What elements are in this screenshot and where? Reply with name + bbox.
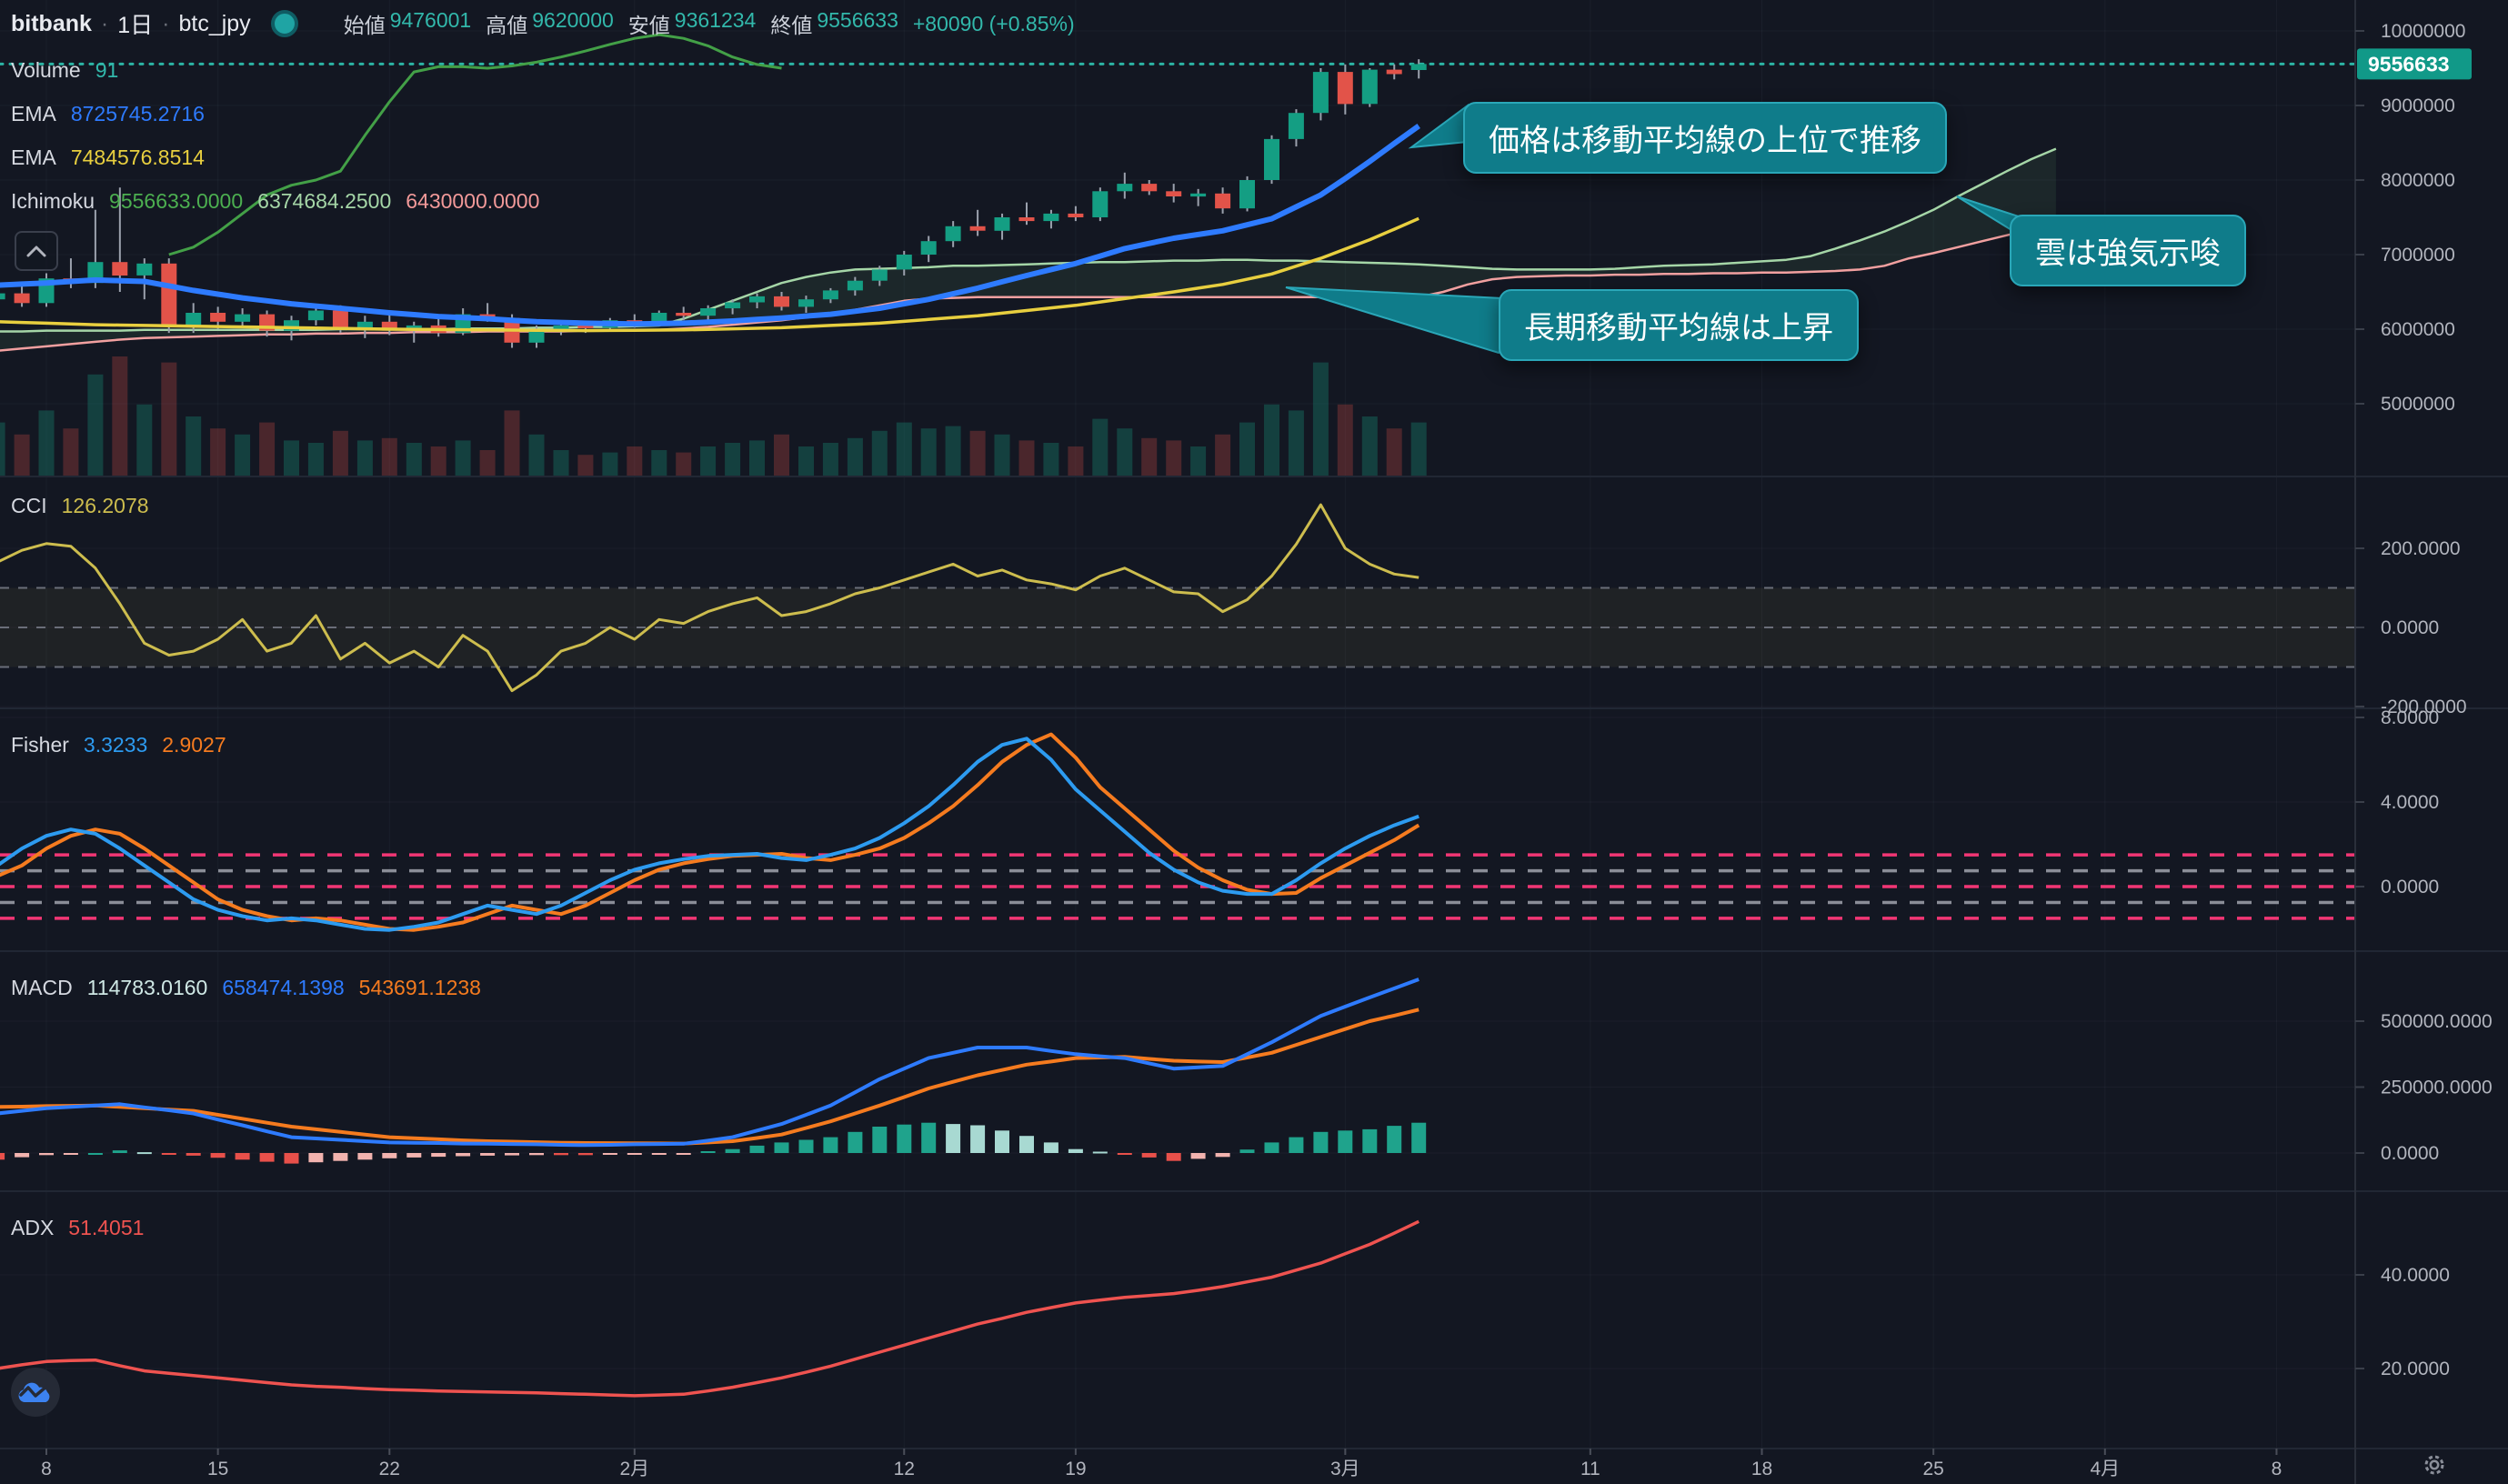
- volume-indicator-label[interactable]: Volume: [11, 58, 81, 82]
- fisher-value-2: 2.9027: [162, 733, 226, 757]
- svg-text:40.0000: 40.0000: [2381, 1265, 2450, 1286]
- svg-text:250000.0000: 250000.0000: [2381, 1078, 2493, 1098]
- cci-indicator-label[interactable]: CCI: [11, 494, 47, 517]
- svg-text:4.0000: 4.0000: [2381, 792, 2439, 813]
- svg-text:8: 8: [2272, 1459, 2282, 1479]
- svg-text:2月: 2月: [619, 1459, 649, 1479]
- pair-name[interactable]: btc_jpy: [178, 10, 251, 36]
- ema-slow-indicator-label[interactable]: EMA: [11, 145, 56, 169]
- svg-text:25: 25: [1922, 1459, 1943, 1479]
- fisher-indicator-label[interactable]: Fisher: [11, 733, 69, 757]
- ichimoku-indicator-label[interactable]: Ichimoku: [11, 189, 95, 213]
- macd-hist-value: 114783.0160: [86, 976, 208, 999]
- svg-text:10000000: 10000000: [2381, 21, 2465, 42]
- svg-text:7000000: 7000000: [2381, 245, 2455, 266]
- adx-indicator-label[interactable]: ADX: [11, 1216, 55, 1239]
- svg-text:9000000: 9000000: [2381, 95, 2455, 116]
- open-label: 始値: [343, 14, 386, 37]
- ema-fast-value: 8725745.2716: [70, 102, 205, 125]
- volume-value: 91: [95, 58, 119, 82]
- svg-text:8: 8: [41, 1459, 52, 1479]
- low-label: 安値: [627, 14, 670, 37]
- cci-value: 126.2078: [61, 494, 149, 517]
- high-value: 9620000: [532, 8, 614, 32]
- svg-text:8000000: 8000000: [2381, 170, 2455, 191]
- low-value: 9361234: [674, 8, 757, 32]
- gear-icon: [2424, 1455, 2444, 1475]
- ohlc-readout: 始値 9476001 高値 9620000 安値 9361234 終値 9556633 …: [344, 8, 1075, 39]
- legend-cci: CCI 126.2078: [11, 494, 149, 518]
- change-value: +80090 (+0.85%): [912, 11, 1075, 35]
- macd-line-value: 658474.1398: [222, 976, 345, 999]
- svg-text:18: 18: [1751, 1459, 1772, 1479]
- close-label: 終値: [770, 14, 813, 37]
- chevron-up-icon: [26, 246, 46, 257]
- close-value: 9556633: [817, 8, 898, 32]
- macd-indicator-label[interactable]: MACD: [11, 976, 73, 999]
- symbol-header: bitbank · 1日 · btc_jpy 始値 9476001 高値 96200…: [11, 7, 1075, 40]
- annotation-price-above-ma[interactable]: 価格は移動平均線の上位で推移: [1463, 102, 1947, 174]
- open-value: 9476001: [389, 8, 472, 32]
- svg-text:0.0000: 0.0000: [2381, 617, 2439, 638]
- svg-text:9556633: 9556633: [2368, 52, 2450, 75]
- svg-text:0.0000: 0.0000: [2381, 1143, 2439, 1164]
- timezone-settings-button[interactable]: [2419, 1451, 2450, 1479]
- legend-volume: Volume 91: [11, 58, 118, 83]
- svg-text:22: 22: [379, 1459, 400, 1479]
- ichimoku-value-2: 6374684.2500: [257, 189, 392, 213]
- svg-text:200.0000: 200.0000: [2381, 538, 2461, 559]
- svg-text:4月: 4月: [2090, 1459, 2120, 1479]
- ema-slow-value: 7484576.8514: [70, 145, 205, 169]
- legend-ema-slow: EMA 7484576.8514: [11, 145, 205, 170]
- ichimoku-value-3: 6430000.0000: [406, 189, 540, 213]
- svg-text:500000.0000: 500000.0000: [2381, 1011, 2493, 1032]
- ichimoku-cloud-logo[interactable]: [11, 1368, 60, 1417]
- legend-collapse-button[interactable]: [15, 231, 58, 271]
- svg-text:8.0000: 8.0000: [2381, 707, 2439, 728]
- svg-text:-200.0000: -200.0000: [2381, 697, 2467, 717]
- svg-text:5000000: 5000000: [2381, 394, 2455, 415]
- symbol-name[interactable]: bitbank: [11, 10, 92, 36]
- legend-fisher: Fisher 3.3233 2.9027: [11, 733, 226, 757]
- ema-fast-indicator-label[interactable]: EMA: [11, 102, 56, 125]
- svg-text:3月: 3月: [1330, 1459, 1360, 1479]
- interval-selector[interactable]: 1日: [117, 13, 154, 38]
- legend-macd: MACD 114783.0160 658474.1398 543691.1238: [11, 976, 481, 1000]
- separator-dot: ·: [100, 10, 109, 36]
- time-axis[interactable]: [0, 1449, 2355, 1484]
- annotation-longterm-ma-rising[interactable]: 長期移動平均線は上昇: [1499, 289, 1859, 361]
- svg-text:11: 11: [1580, 1459, 1600, 1479]
- separator-dot: ·: [162, 10, 170, 36]
- annotation-bullish-cloud[interactable]: 雲は強気示唆: [2010, 215, 2246, 286]
- svg-text:6000000: 6000000: [2381, 319, 2455, 340]
- fisher-value-1: 3.3233: [83, 733, 148, 757]
- market-status-icon: [270, 10, 298, 37]
- adx-value: 51.4051: [68, 1216, 145, 1239]
- legend-adx: ADX 51.4051: [11, 1216, 144, 1240]
- cloud-chart-icon: [18, 1382, 50, 1402]
- svg-text:20.0000: 20.0000: [2381, 1359, 2450, 1379]
- macd-signal-value: 543691.1238: [358, 976, 481, 999]
- svg-text:0.0000: 0.0000: [2381, 877, 2439, 897]
- legend-ichimoku: Ichimoku 9556633.0000 6374684.2500 64300…: [11, 189, 539, 214]
- legend-ema-fast: EMA 8725745.2716: [11, 102, 205, 126]
- svg-text:12: 12: [894, 1459, 915, 1479]
- price-axis[interactable]: [2355, 0, 2508, 1449]
- svg-text:15: 15: [207, 1459, 228, 1479]
- high-label: 高値: [486, 14, 528, 37]
- svg-text:19: 19: [1065, 1459, 1086, 1479]
- ichimoku-value-1: 9556633.0000: [109, 189, 244, 213]
